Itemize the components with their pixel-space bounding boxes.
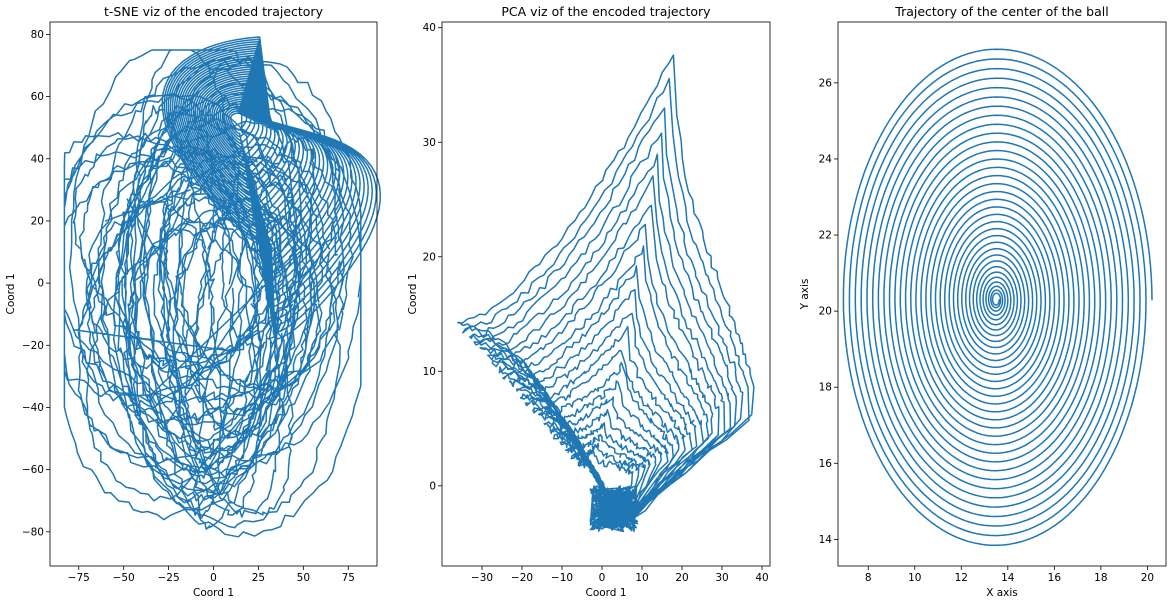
tsne-x-tick-label: −25 xyxy=(157,572,179,584)
tsne-y-tick-label: −60 xyxy=(22,464,44,476)
pca-title: PCA viz of the encoded trajectory xyxy=(501,4,711,19)
pca-x-tick-label: 10 xyxy=(635,572,648,584)
pca-plot-frame xyxy=(441,21,771,567)
ball-x-axis-label: X axis xyxy=(986,587,1018,599)
tsne-y-tick-label: 80 xyxy=(31,29,44,41)
tsne-y-tick-label: 60 xyxy=(31,91,44,103)
ball-x-tick-label: 14 xyxy=(1001,572,1015,584)
ball-trajectory-panel: 8 10 12 14 16 18 20 14 16 18 20 22 24 26 Trajectory of… xyxy=(799,4,1167,599)
tsne-y-tick-label: −40 xyxy=(22,402,44,414)
ball-y-tick-label: 14 xyxy=(819,534,833,546)
tsne-x-tick-label: 75 xyxy=(342,572,355,584)
ball-title: Trajectory of the center of the ball xyxy=(894,4,1108,19)
tsne-x-axis-label: Coord 1 xyxy=(193,587,234,599)
pca-x-axis-label: Coord 1 xyxy=(586,587,627,599)
pca-x-tick-label: −10 xyxy=(551,572,573,584)
tsne-y-tick-label: −80 xyxy=(22,526,44,538)
pca-x-tick-label: 20 xyxy=(675,572,688,584)
ball-y-tick-label: 26 xyxy=(819,77,833,89)
tsne-title: t-SNE viz of the encoded trajectory xyxy=(104,4,324,19)
ball-x-tick-label: 20 xyxy=(1141,572,1154,584)
tsne-x-tick-label: −75 xyxy=(68,572,90,584)
tsne-y-tick-label: 20 xyxy=(31,215,44,227)
ball-x-tick-label: 18 xyxy=(1094,572,1107,584)
tsne-y-tick-label: 0 xyxy=(37,278,44,290)
pca-x-tick-label: 40 xyxy=(755,572,768,584)
pca-x-tick-label: 0 xyxy=(599,572,606,584)
ball-x-tick-label: 12 xyxy=(955,572,968,584)
pca-x-tick-label: 30 xyxy=(715,572,728,584)
pca-x-tick-label: −20 xyxy=(511,572,533,584)
ball-y-tick-label: 18 xyxy=(819,382,832,394)
pca-y-tick-label: 0 xyxy=(429,480,436,492)
pca-y-tick-label: 30 xyxy=(423,137,436,149)
ball-y-tick-label: 22 xyxy=(819,230,832,242)
pca-y-axis-label: Coord 1 xyxy=(407,274,419,315)
ball-y-axis-label: Y axis xyxy=(799,279,811,311)
pca-x-tick-label: −30 xyxy=(471,572,493,584)
ball-x-tick-label: 10 xyxy=(908,572,921,584)
pca-y-tick-label: 20 xyxy=(423,251,436,263)
pca-panel: −30 −20 −10 0 10 20 30 40 0 10 20 30 40 PCA viz of th… xyxy=(407,4,771,599)
tsne-x-tick-label: 0 xyxy=(210,572,217,584)
tsne-trajectory-line xyxy=(63,36,382,538)
pca-y-tick-label: 10 xyxy=(423,366,436,378)
ball-y-tick-label: 20 xyxy=(819,306,832,318)
tsne-panel: −75 −50 −25 0 25 50 75 −80 −60 −40 −20 0 20 40 60 80 t-S… xyxy=(5,4,382,599)
ball-x-tick-label: 16 xyxy=(1048,572,1062,584)
ball-plot-frame xyxy=(837,21,1167,567)
tsne-x-tick-label: 50 xyxy=(297,572,310,584)
tsne-y-tick-label: −20 xyxy=(22,340,44,352)
ball-trajectory-line xyxy=(842,48,1153,547)
pca-trajectory-line xyxy=(456,54,755,533)
tsne-x-tick-label: 25 xyxy=(252,572,265,584)
tsne-y-tick-label: 40 xyxy=(31,153,44,165)
pca-y-tick-label: 40 xyxy=(423,22,436,34)
ball-y-tick-label: 24 xyxy=(819,153,833,165)
tsne-y-axis-label: Coord 1 xyxy=(5,274,17,315)
tsne-x-tick-label: −50 xyxy=(113,572,135,584)
ball-y-tick-label: 16 xyxy=(819,458,833,470)
ball-x-tick-label: 8 xyxy=(865,572,872,584)
